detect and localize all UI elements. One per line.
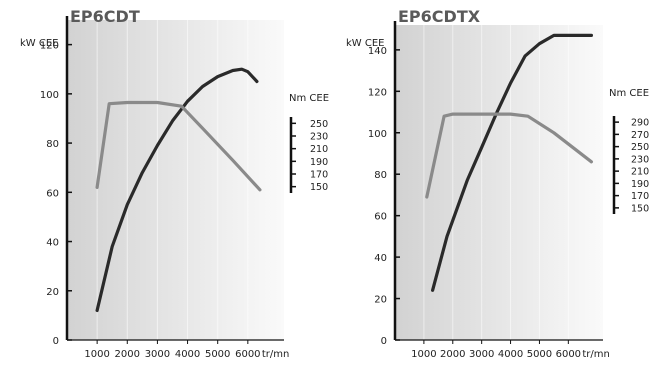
y-tick-label: 0	[53, 336, 59, 347]
x-unit-label: tr/mn	[262, 349, 289, 360]
x-tick-label: 6000	[556, 349, 581, 360]
plot-area	[395, 25, 603, 340]
torque-curve	[95, 100, 262, 192]
y2-tick-label: 150	[631, 203, 649, 214]
chart-title: EP6CDT	[70, 7, 140, 26]
y2-tick-label: 230	[631, 154, 649, 165]
y2-tick-label: 210	[631, 167, 649, 178]
y2-axis-label: Nm CEE	[289, 93, 329, 104]
y2-tick-label: 210	[310, 144, 328, 155]
power-curve	[431, 33, 593, 292]
y-tick-label: 100	[368, 129, 387, 140]
x-tick-label: 3000	[469, 349, 494, 360]
y2-tick-label: 170	[310, 170, 328, 181]
y-tick-label: 120	[40, 41, 59, 52]
y2-tick-label: 270	[631, 130, 649, 141]
chart-ep6cdtx: 0 20 40 60 80 100 120 140 1000 2000 3000 4000 5000 60…	[346, 7, 649, 360]
y2-tick-label: 250	[310, 119, 328, 130]
x-tick-label: 1000	[84, 349, 109, 360]
y-tick-label: 40	[46, 238, 59, 249]
x-unit-label: tr/mn	[582, 349, 609, 360]
y2-tick-label: 170	[631, 191, 649, 202]
y2-axis-label: Nm CEE	[609, 88, 649, 99]
y2-tick-label: 290	[631, 118, 649, 129]
y-tick-label: 20	[374, 295, 387, 306]
x-tick-label: 6000	[235, 349, 260, 360]
y-tick-label: 120	[368, 87, 387, 98]
y2-tick-label: 230	[310, 132, 328, 143]
x-tick-label: 3000	[145, 349, 170, 360]
power-curve	[95, 67, 259, 313]
x-tick-label: 4000	[498, 349, 523, 360]
y2-tick-label: 190	[310, 157, 328, 168]
x-tick-label: 2000	[115, 349, 140, 360]
chart-ep6cdt: 0 20 40 60 80 100 120 1000 2000 3000 4000 5000 6000 t…	[20, 7, 329, 360]
x-tick-label: 4000	[175, 349, 200, 360]
y-tick-label: 80	[46, 139, 59, 150]
x-tick-label: 1000	[411, 349, 436, 360]
x-tick-label: 5000	[205, 349, 230, 360]
y-tick-label: 0	[381, 336, 387, 347]
y-tick-label: 20	[46, 287, 59, 298]
y-tick-label: 140	[368, 46, 387, 57]
chart-title: EP6CDTX	[398, 7, 481, 26]
y2-tick-label: 190	[631, 179, 649, 190]
y-tick-label: 60	[374, 212, 387, 223]
y-axis-label: kW CEE	[20, 38, 58, 49]
y-tick-label: 40	[374, 253, 387, 264]
y-tick-label: 60	[46, 188, 59, 199]
x-tick-label: 5000	[527, 349, 552, 360]
x-tick-label: 2000	[440, 349, 465, 360]
y-tick-label: 100	[40, 90, 59, 101]
y2-tick-label: 250	[631, 142, 649, 153]
torque-curve	[425, 112, 593, 199]
y-axis-label: kW CEE	[346, 38, 384, 49]
y2-tick-label: 150	[310, 182, 328, 193]
y-tick-label: 80	[374, 170, 387, 181]
